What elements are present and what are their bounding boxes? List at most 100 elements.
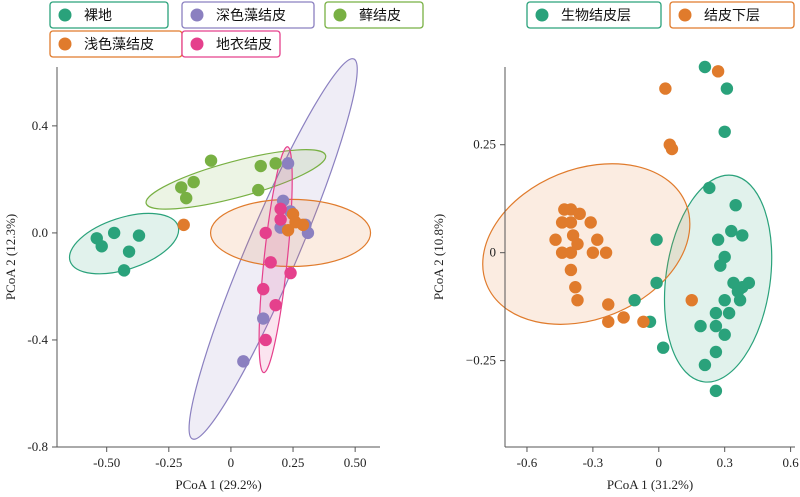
point-1-0-6 xyxy=(736,229,749,242)
point-0-1-7 xyxy=(237,355,250,368)
point-1-0-18 xyxy=(709,306,723,320)
legend-marker-0-2 xyxy=(333,8,347,22)
x-tick-label-0-4: 0.50 xyxy=(344,455,367,470)
confidence-ellipse-1-0 xyxy=(663,174,773,383)
point-0-2-5 xyxy=(252,183,265,197)
point-1-1-24 xyxy=(637,315,650,328)
point-0-2-0 xyxy=(175,181,188,194)
point-1-1-7 xyxy=(555,216,569,229)
point-0-4-2 xyxy=(259,226,272,240)
point-0-4-5 xyxy=(257,282,270,296)
point-1-0-16 xyxy=(733,293,747,307)
point-0-4-6 xyxy=(269,298,282,312)
point-1-0-7 xyxy=(711,233,725,246)
point-0-4-3 xyxy=(264,256,277,269)
point-1-1-17 xyxy=(599,246,613,259)
legend-label-0-4: 地衣结皮 xyxy=(216,37,272,53)
point-1-0-24 xyxy=(718,328,731,341)
point-1-0-1 xyxy=(720,82,734,95)
legend-box-0-0 xyxy=(49,1,169,29)
point-1-1-19 xyxy=(569,281,582,294)
legend-label-0-2: 藓结皮 xyxy=(359,8,401,24)
point-1-1-22 xyxy=(617,311,630,324)
x-axis-title-1: PCoA 1 (31.2%) xyxy=(607,477,693,492)
point-1-1-12 xyxy=(571,237,584,251)
legend-label-0-3: 浅色藻结皮 xyxy=(84,36,154,53)
y-tick-label-0-2: -0.4 xyxy=(27,332,48,347)
left-panel: -0.50 -0.25 0 0.25 0.50 0.4 0.0 -0.4 -0.8 PCoA 1 … xyxy=(3,58,380,492)
legend-box-1-0 xyxy=(526,1,662,29)
point-0-2-6 xyxy=(269,157,282,170)
point-1-0-23 xyxy=(709,319,723,333)
point-1-0-4 xyxy=(729,198,742,212)
x-tick-label-0-2: 0 xyxy=(228,455,235,470)
point-1-1-6 xyxy=(573,207,586,221)
point-1-1-25 xyxy=(685,293,698,307)
y-tick-label-1-2: −0.25 xyxy=(466,353,496,368)
y-tick-label-1-0: 0.25 xyxy=(473,137,496,152)
legend-marker-0-0 xyxy=(58,8,72,22)
x-tick-label-1-1: -0.3 xyxy=(583,455,604,470)
point-1-0-17 xyxy=(718,293,731,307)
y-tick-label-1-1: 0 xyxy=(490,245,497,260)
y-axis-title-0: PCoA 2 (12.3%) xyxy=(3,214,18,300)
point-0-0-4 xyxy=(122,245,136,258)
point-1-1-8 xyxy=(564,216,578,229)
point-1-1-3 xyxy=(665,142,679,156)
x-tick-label-1-0: -0.6 xyxy=(517,455,538,470)
point-1-1-21 xyxy=(602,298,615,311)
legend-marker-0-3 xyxy=(58,37,72,51)
point-1-1-18 xyxy=(564,263,578,277)
point-0-3-0 xyxy=(177,218,190,232)
point-0-3-3 xyxy=(281,224,295,237)
legend-label-1-0: 生物结皮层 xyxy=(561,8,631,24)
point-1-0-13 xyxy=(742,276,756,290)
point-1-0-0 xyxy=(698,60,712,74)
x-axis-title-0: PCoA 1 (29.2%) xyxy=(175,477,261,492)
point-0-1-0 xyxy=(281,157,295,170)
point-1-0-22 xyxy=(694,319,707,333)
point-0-4-1 xyxy=(274,213,287,226)
point-0-0-2 xyxy=(95,240,108,253)
point-1-0-9 xyxy=(650,233,663,246)
point-1-0-5 xyxy=(725,224,738,238)
point-1-1-16 xyxy=(586,246,600,259)
x-tick-label-1-4: 0.6 xyxy=(782,455,799,470)
point-1-0-25 xyxy=(656,341,670,354)
y-tick-label-0-1: 0.0 xyxy=(32,225,48,240)
legend-marker-0-4 xyxy=(190,37,204,51)
point-0-2-3 xyxy=(180,191,193,205)
legend-marker-1-1 xyxy=(678,8,692,22)
point-1-0-2 xyxy=(718,125,731,138)
legend-box-1-1 xyxy=(669,1,795,29)
point-0-1-6 xyxy=(257,312,270,325)
point-0-2-1 xyxy=(187,175,200,189)
legend-box-0-1 xyxy=(181,1,315,29)
confidence-ellipse-0-1 xyxy=(188,58,358,440)
legend-box-0-4 xyxy=(181,30,281,58)
point-1-1-10 xyxy=(549,233,562,246)
point-1-0-28 xyxy=(709,384,723,398)
y-tick-label-0-0: 0.4 xyxy=(32,118,49,133)
point-1-0-15 xyxy=(650,276,663,290)
point-1-1-0 xyxy=(711,65,725,78)
point-1-0-10 xyxy=(714,259,727,272)
point-1-1-13 xyxy=(591,233,604,246)
point-0-4-0 xyxy=(274,202,287,216)
point-0-3-4 xyxy=(296,218,310,232)
point-1-1-20 xyxy=(571,293,584,307)
legend-marker-0-1 xyxy=(190,8,204,22)
point-1-0-3 xyxy=(703,181,716,195)
point-0-0-1 xyxy=(107,226,121,240)
point-1-1-1 xyxy=(659,82,672,95)
legend-label-1-1: 结皮下层 xyxy=(704,8,760,24)
x-tick-label-1-3: 0.3 xyxy=(717,455,733,470)
x-tick-label-0-0: -0.50 xyxy=(93,455,120,470)
x-tick-label-1-2: 0 xyxy=(656,455,663,470)
point-1-1-23 xyxy=(602,315,615,328)
legend-marker-1-0 xyxy=(535,8,549,22)
point-0-4-7 xyxy=(259,333,272,347)
x-tick-label-0-3: 0.25 xyxy=(282,455,305,470)
